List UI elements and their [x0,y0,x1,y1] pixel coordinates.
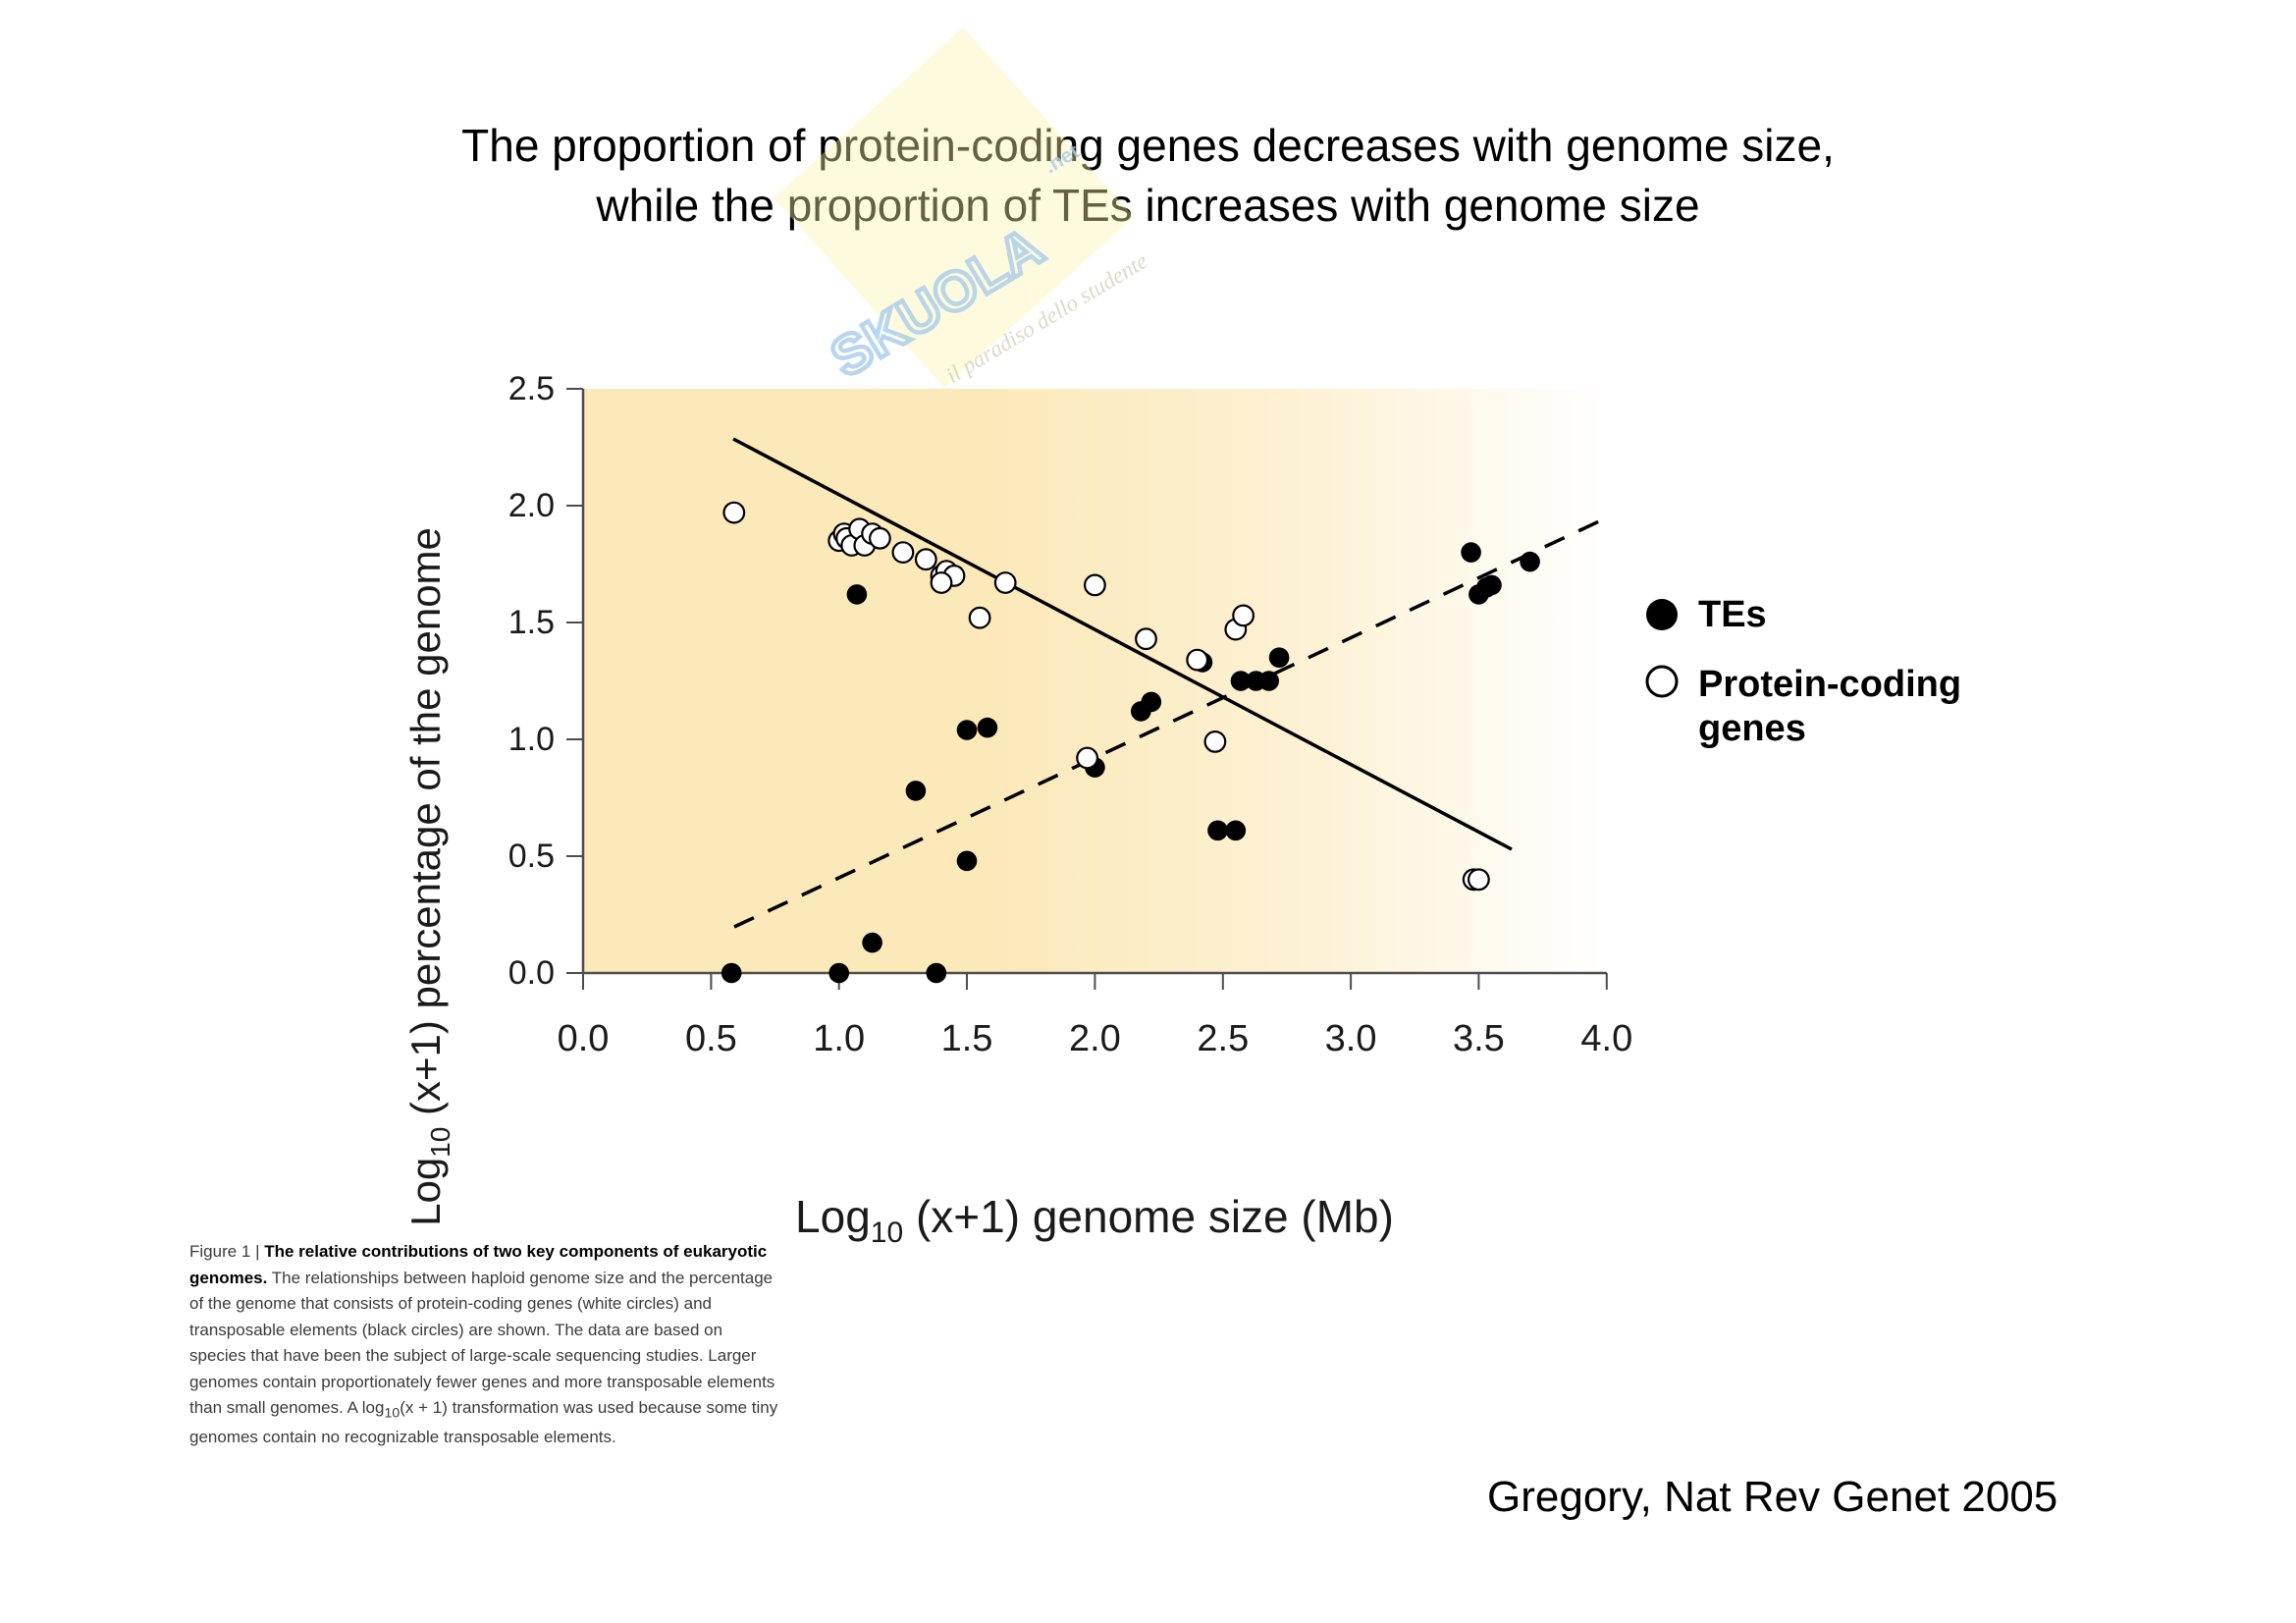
svg-text:0.5: 0.5 [508,838,555,875]
svg-text:3.5: 3.5 [1453,1018,1505,1059]
svg-text:3.0: 3.0 [1325,1018,1377,1059]
svg-text:Log10 (x+1) percentage of the: Log10 (x+1) percentage of the genome [402,527,455,1226]
svg-text:4.0: 4.0 [1580,1018,1632,1059]
svg-text:1.0: 1.0 [813,1018,865,1059]
svg-text:2.5: 2.5 [1197,1018,1249,1059]
svg-text:1.0: 1.0 [508,721,555,758]
svg-text:0.0: 0.0 [508,954,555,992]
svg-text:2.0: 2.0 [1069,1018,1121,1059]
svg-text:2.0: 2.0 [508,487,555,524]
svg-text:2.5: 2.5 [508,370,555,407]
svg-text:0.5: 0.5 [685,1018,737,1059]
svg-text:0.0: 0.0 [558,1018,610,1059]
svg-text:1.5: 1.5 [941,1018,993,1059]
svg-text:Log10 (x+1) genome size (Mb): Log10 (x+1) genome size (Mb) [795,1191,1394,1249]
svg-text:1.5: 1.5 [508,604,555,641]
